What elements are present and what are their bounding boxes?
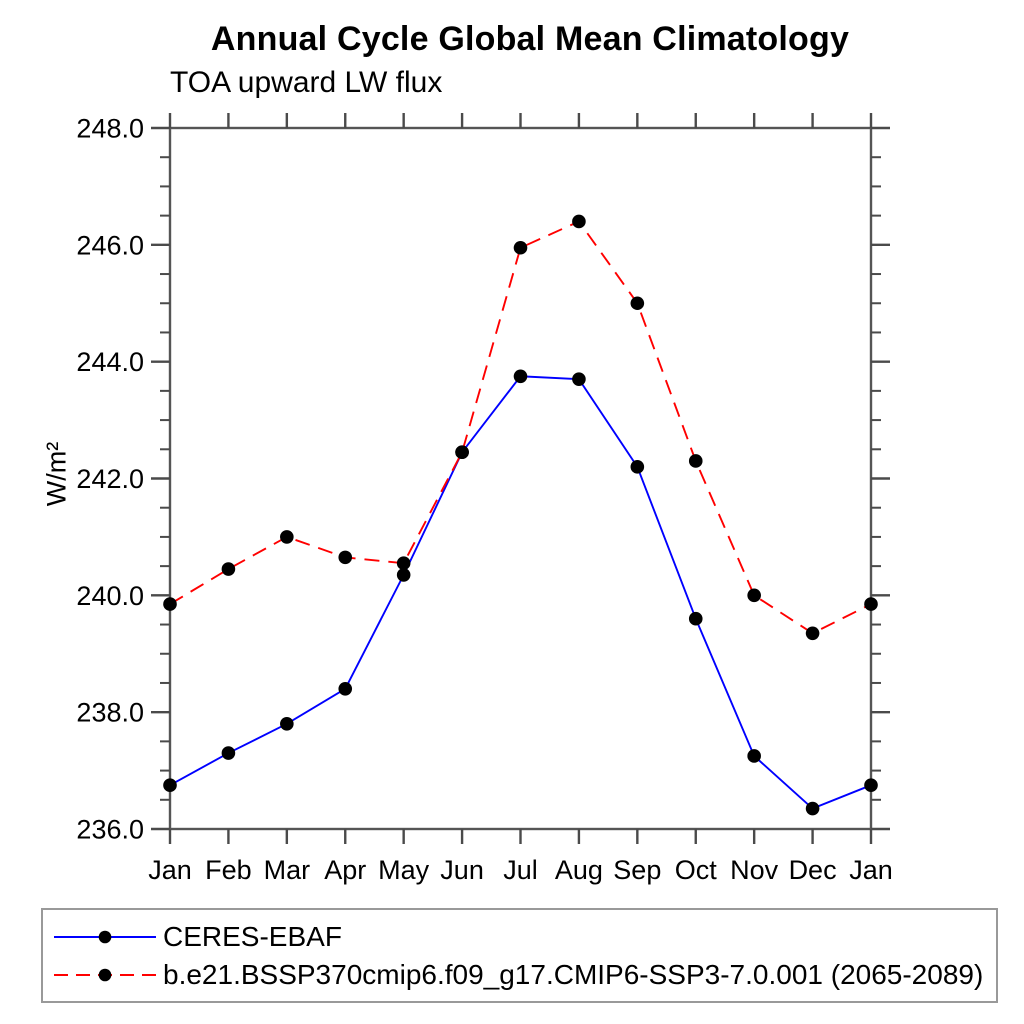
series-line-1: [169, 220, 872, 635]
series-markers-0: [163, 369, 878, 816]
y-tick-label: 240.0: [76, 581, 144, 611]
x-tick-label: Aug: [555, 855, 603, 885]
legend-label-ceres-ebaf: CERES-EBAF: [163, 920, 342, 952]
data-point: [221, 562, 236, 576]
y-tick-label: 248.0: [76, 114, 144, 144]
x-tick-label: Oct: [675, 855, 718, 885]
y-axis-label: W/m²: [41, 441, 72, 507]
data-point: [163, 597, 177, 611]
legend-label-model: b.e21.BSSP370cmip6.f09_g17.CMIP6-SSP3-7.…: [163, 958, 984, 990]
data-point: [221, 746, 236, 760]
y-tick-label: 238.0: [76, 698, 144, 728]
legend-row-ceres-ebaf: CERES-EBAF: [50, 918, 996, 956]
series-line-0: [169, 375, 872, 810]
data-point: [280, 717, 294, 731]
data-point: [572, 214, 586, 229]
x-tick-label: Apr: [324, 855, 366, 885]
y-tick-label: 242.0: [76, 464, 144, 494]
data-point: [805, 801, 820, 816]
data-point: [805, 626, 820, 641]
data-point: [513, 240, 528, 255]
series-markers-1: [163, 214, 878, 641]
data-point: [688, 611, 703, 626]
x-tick-label: Dec: [789, 855, 837, 885]
x-tick-label: Nov: [730, 855, 779, 885]
data-point: [396, 556, 411, 571]
chart-title: Annual Cycle Global Mean Climatology: [210, 20, 850, 58]
data-point: [630, 296, 645, 311]
data-point: [747, 749, 761, 763]
plot-area: 236.0 238.0 240.0 242.0 244.0 246.0 248.0 Jan Fe…: [76, 113, 893, 885]
series-polyline: [169, 375, 872, 810]
data-point: [572, 372, 586, 386]
data-point: [864, 778, 878, 792]
data-point: [630, 460, 645, 474]
y-axis-ticks-right: [871, 126, 890, 831]
y-tick-label: 244.0: [76, 347, 144, 377]
x-axis-ticks-bottom: [168, 829, 873, 844]
y-tick-label: 246.0: [76, 230, 144, 260]
data-point: [688, 454, 703, 468]
data-point: [338, 550, 353, 565]
x-tick-label: Jul: [503, 855, 538, 885]
x-axis-ticks-top: [168, 113, 873, 128]
x-tick-label: Mar: [264, 855, 311, 885]
chart-subtitle: TOA upward LW flux: [170, 66, 443, 99]
y-tick-labels: 236.0 238.0 240.0 242.0 244.0 246.0 248.0: [76, 114, 144, 845]
x-tick-label: Feb: [205, 855, 252, 885]
data-point: [747, 588, 761, 603]
legend-box: CERES-EBAF b.e21.BSSP370cmip6.f09_g17.CM…: [41, 908, 998, 1003]
y-tick-label: 236.0: [76, 815, 144, 845]
data-point: [163, 778, 177, 792]
legend-line-sample-dashed-icon: [54, 968, 156, 981]
x-tick-labels: Jan Feb Mar Apr May Jun Jul Aug Sep Oct Nov Dec Jan: [148, 855, 893, 885]
x-tick-label: May: [378, 855, 430, 885]
legend-row-model: b.e21.BSSP370cmip6.f09_g17.CMIP6-SSP3-7.…: [50, 956, 996, 994]
x-tick-label: Jan: [148, 855, 192, 885]
y-axis-ticks-left: [151, 126, 170, 831]
data-point: [396, 568, 411, 582]
data-point: [455, 445, 469, 460]
x-tick-label: Jun: [440, 855, 484, 885]
plot-frame: [168, 126, 873, 831]
x-tick-label: Sep: [613, 855, 661, 885]
data-point: [338, 682, 353, 696]
legend-line-sample-solid-icon: [54, 930, 156, 943]
data-point: [513, 369, 528, 384]
data-point: [280, 530, 294, 544]
series-polyline: [169, 220, 872, 635]
data-point: [864, 597, 878, 611]
x-tick-label: Jan: [849, 855, 893, 885]
